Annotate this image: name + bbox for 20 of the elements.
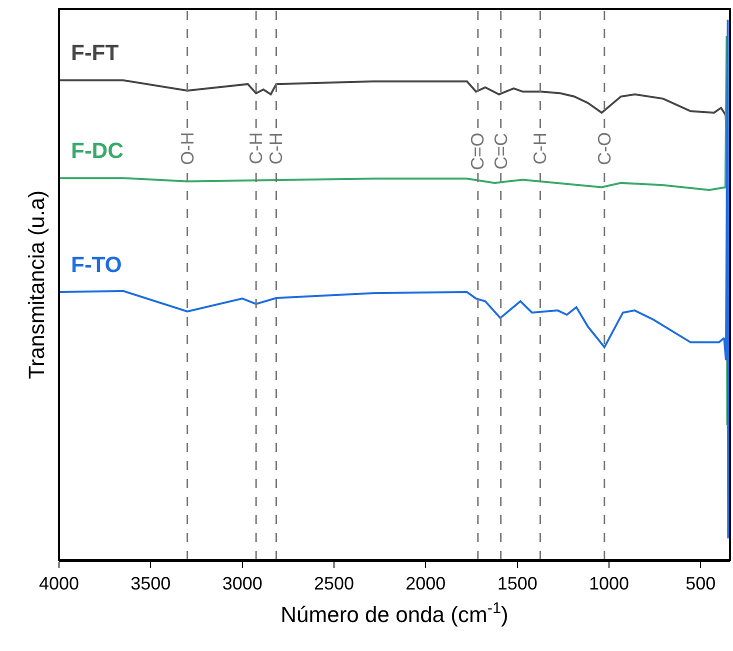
series-label: F-TO: [71, 252, 122, 277]
ref-line-label: C-H: [266, 132, 286, 164]
x-tick-label: 1500: [497, 574, 538, 594]
x-tick-label: 500: [686, 574, 716, 594]
ref-line-label: C=O: [468, 132, 488, 170]
ref-line-label: C-H: [246, 132, 266, 164]
x-axis-title: Número de onda (cm$^{-1}$): [280, 600, 508, 627]
ref-line-label: C-H: [530, 132, 550, 164]
y-axis-title: Transmitancia (u.a): [24, 190, 50, 380]
x-tick-label: 3000: [222, 574, 262, 594]
x-tick-label: 1000: [588, 574, 630, 594]
ref-line-label: C-O: [594, 132, 615, 166]
series-label: F-DC: [71, 138, 124, 163]
x-tick-label: 2000: [406, 574, 446, 594]
x-tick-label: 3500: [130, 574, 171, 594]
x-tick-label: 2500: [314, 574, 354, 594]
x-tick-label: 4000: [38, 574, 80, 594]
series-label: F-FT: [71, 40, 120, 65]
ref-line-label: C=C: [491, 133, 512, 170]
ref-line-label: O-H: [178, 132, 198, 166]
